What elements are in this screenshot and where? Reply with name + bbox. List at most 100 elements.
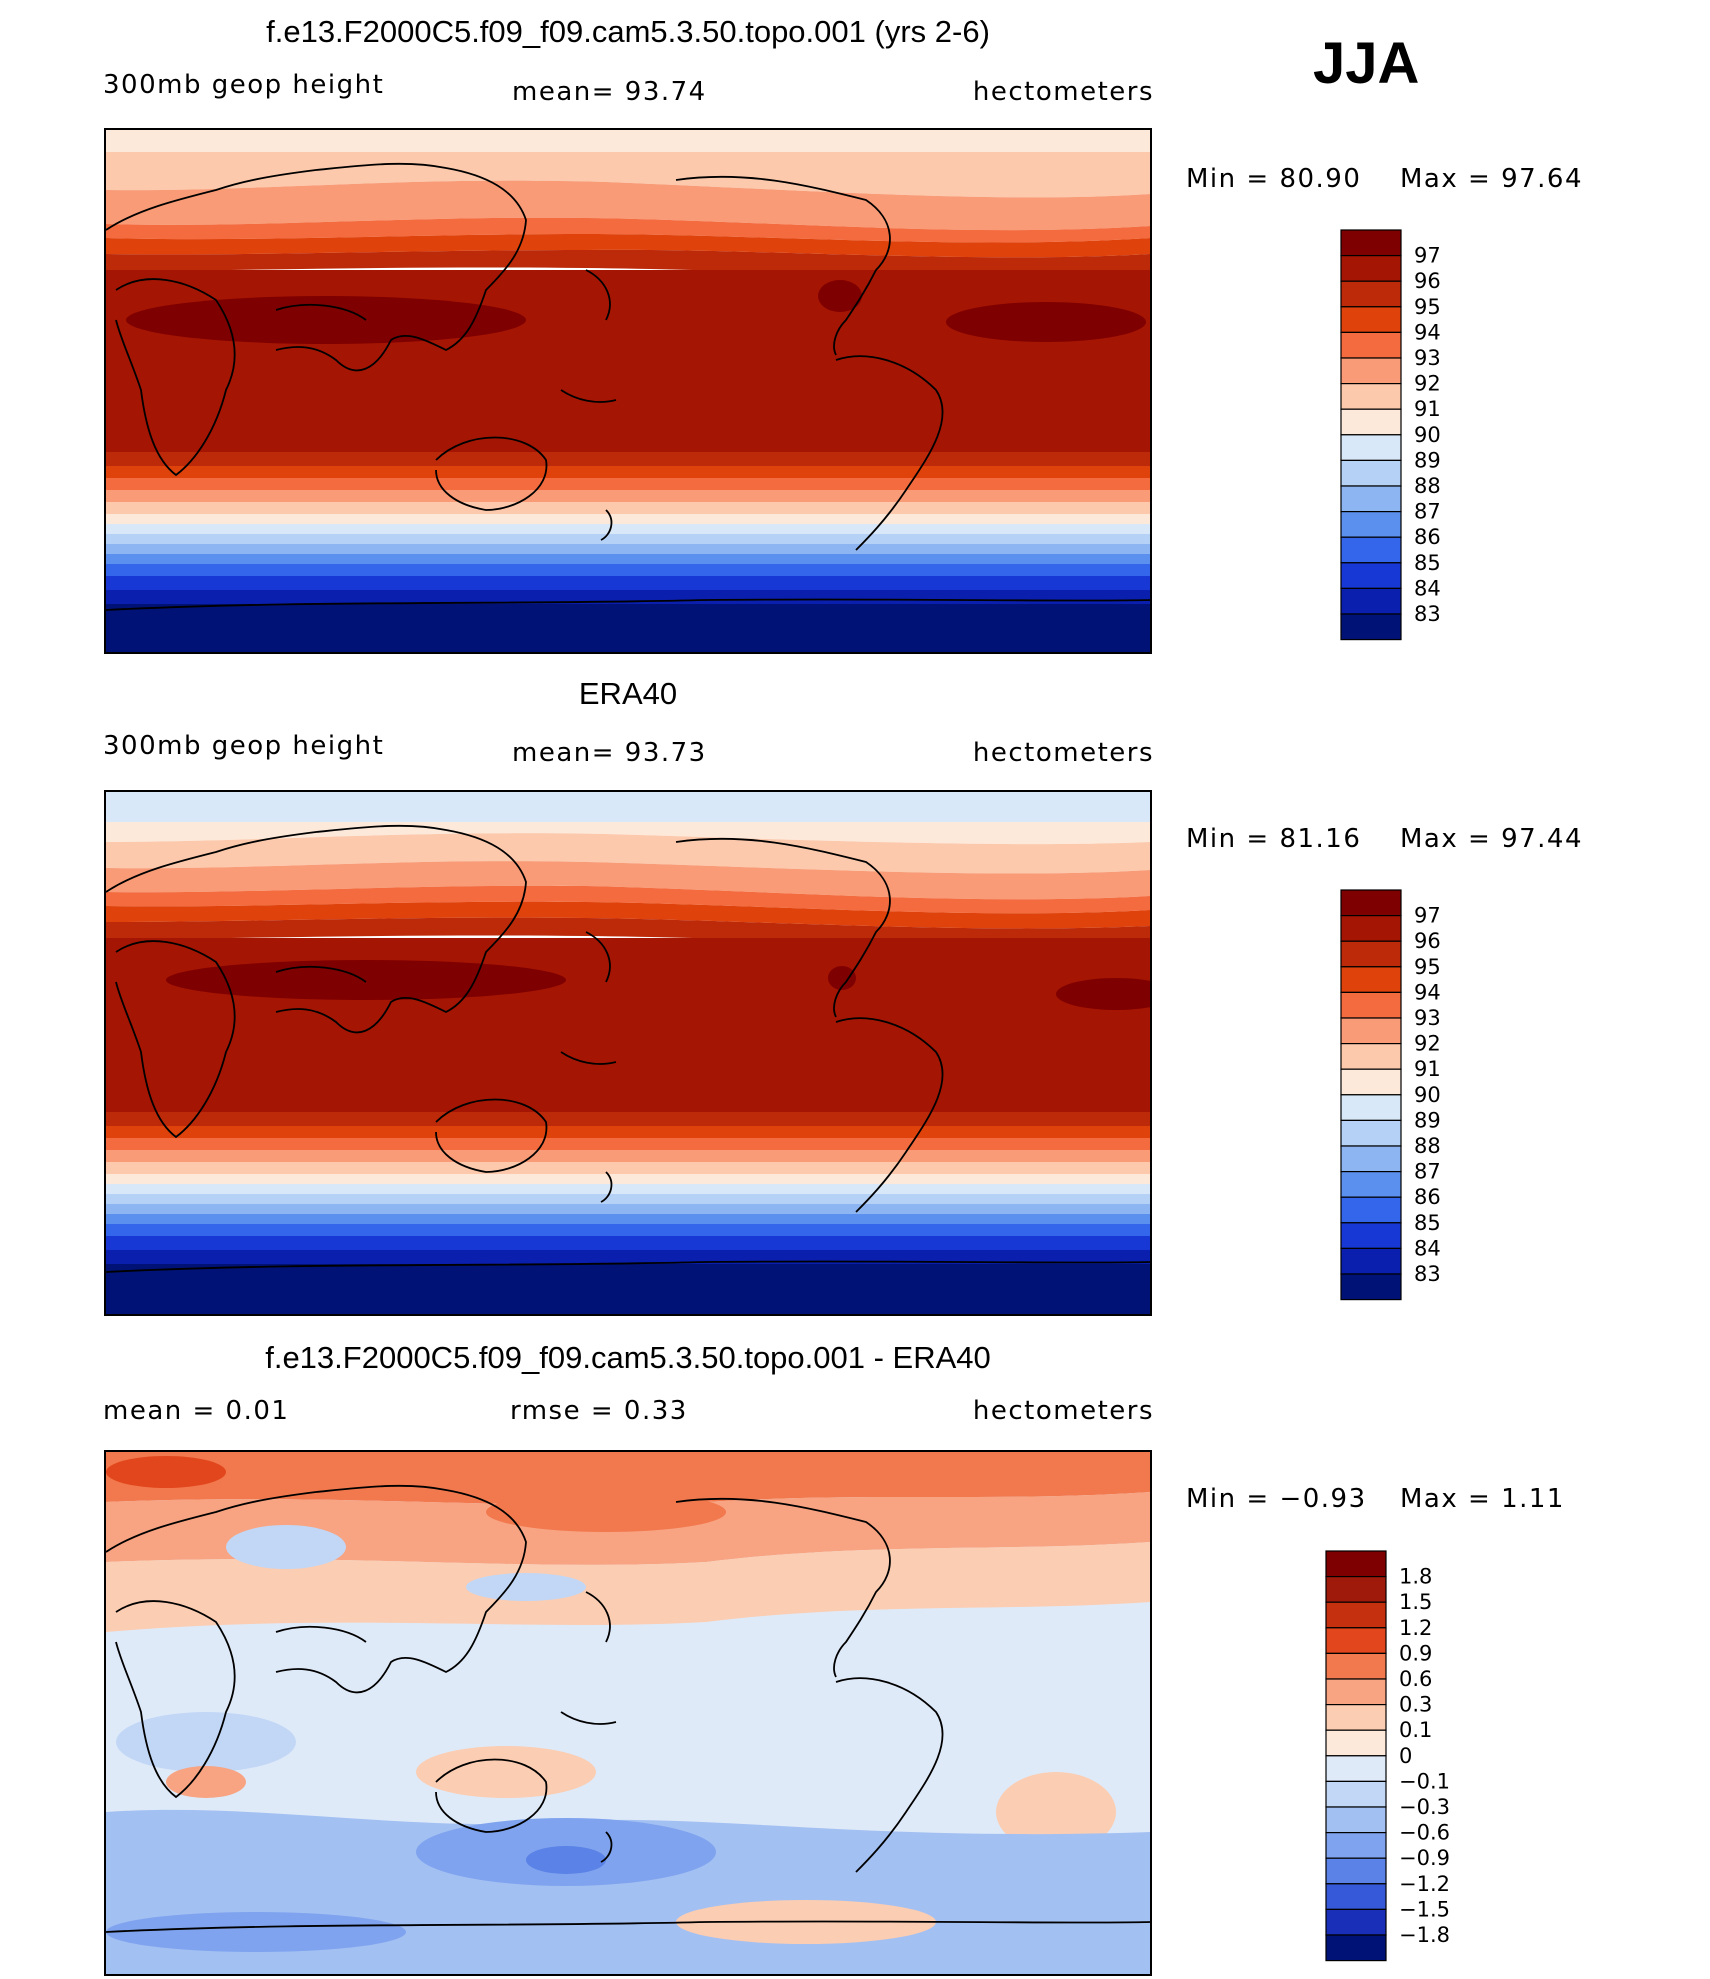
- colorbar-swatch: [1325, 1576, 1387, 1603]
- band-89: [106, 792, 1150, 822]
- colorbar-label: 93: [1414, 1006, 1441, 1030]
- colorbar-swatch: [1340, 1247, 1402, 1275]
- panel1-title: f.e13.F2000C5.f09_f09.cam5.3.50.topo.001…: [266, 14, 990, 49]
- band-97-atlantic: [946, 302, 1146, 342]
- colorbar-swatch: [1340, 408, 1402, 436]
- band-s93: [106, 478, 1150, 490]
- panel3-min-label: Min = −0.93: [1186, 1484, 1367, 1514]
- colorbar-label: 0.3: [1399, 1693, 1432, 1717]
- diff-arctic-max: [106, 1456, 226, 1488]
- colorbar-swatch: [1340, 229, 1402, 257]
- colorbar-swatch: [1325, 1678, 1387, 1706]
- band-s86: [106, 554, 1150, 564]
- colorbar-label: 84: [1414, 576, 1441, 600]
- band-s93: [106, 1138, 1150, 1150]
- band-s90: [106, 514, 1150, 524]
- colorbar-label: 93: [1414, 346, 1441, 370]
- band-s86: [106, 1214, 1150, 1224]
- band-95: [106, 249, 1150, 276]
- colorbar-label: −0.1: [1399, 1769, 1450, 1793]
- band-s87: [106, 544, 1150, 554]
- panel3-colorbar: 1.8 1.5 1.2 0.9 0.6 0.3 0.1 0 −0.1 −0.3 −0.6 −0.9 −1…: [1325, 1550, 1475, 1966]
- band-s87: [106, 1204, 1150, 1214]
- colorbar-label: 89: [1414, 448, 1441, 472]
- band-97-eurasia: [166, 960, 566, 1000]
- colorbar-label: 0.9: [1399, 1641, 1432, 1665]
- colorbar-swatch: [1340, 434, 1402, 462]
- panel3-mean-label: mean = 0.01: [103, 1396, 290, 1426]
- season-label: JJA: [1313, 31, 1420, 96]
- colorbar-label: 97: [1414, 244, 1441, 268]
- panel3-map-svg: [106, 1452, 1150, 1974]
- colorbar-label: 92: [1414, 1032, 1441, 1056]
- panel2-units-label: hectometers: [972, 738, 1154, 768]
- coastlines: [106, 162, 1150, 611]
- colorbar-swatch: [1325, 1550, 1387, 1578]
- colorbar-swatch: [1340, 485, 1402, 513]
- colorbar-label: 89: [1414, 1108, 1441, 1132]
- colorbar-swatch: [1340, 1068, 1402, 1096]
- colorbar-swatch: [1340, 889, 1402, 917]
- colorbar-swatch: [1340, 357, 1402, 385]
- panel1-mean-label: mean= 93.74: [512, 77, 707, 107]
- band-s84: [106, 1236, 1150, 1250]
- panel1-min-label: Min = 80.90: [1186, 164, 1362, 194]
- panel2-title: ERA40: [578, 676, 678, 711]
- colorbar-swatch: [1340, 940, 1402, 968]
- colorbar-label: 83: [1414, 1262, 1441, 1286]
- colorbar-swatch: [1340, 306, 1402, 334]
- colorbar-swatch: [1325, 1883, 1387, 1910]
- colorbar-label: 91: [1414, 397, 1441, 421]
- colorbar-label: 96: [1414, 269, 1441, 293]
- diff-asia-cool: [466, 1573, 586, 1601]
- colorbar-label: 84: [1414, 1236, 1441, 1260]
- band-s89: [106, 1184, 1150, 1194]
- colorbar-swatch: [1340, 613, 1402, 641]
- colorbar-swatch: [1340, 280, 1402, 308]
- colorbar-label: 85: [1414, 551, 1441, 575]
- colorbar-swatch: [1340, 1273, 1402, 1301]
- colorbar-label: −0.3: [1399, 1795, 1450, 1819]
- panel3-map: [104, 1450, 1152, 1976]
- panel3-units-label: hectometers: [972, 1396, 1154, 1426]
- colorbar-swatch: [1325, 1832, 1387, 1859]
- colorbar-swatch: [1340, 511, 1402, 538]
- colorbar-swatch: [1340, 1094, 1402, 1122]
- panel1-map-svg: [106, 130, 1150, 652]
- diff-satl-warm: [996, 1772, 1116, 1852]
- colorbar-label: −1.2: [1399, 1872, 1450, 1896]
- colorbar-swatch: [1340, 1196, 1402, 1224]
- colorbar-label: 85: [1414, 1211, 1441, 1235]
- colorbar-label: −0.6: [1399, 1821, 1450, 1845]
- band-s82: [106, 604, 1150, 652]
- colorbar-label: 0: [1399, 1744, 1412, 1768]
- colorbar-swatch: [1340, 1043, 1402, 1070]
- colorbar-label: 90: [1414, 423, 1441, 447]
- colorbar-swatch: [1340, 459, 1402, 487]
- colorbar-swatch: [1325, 1857, 1387, 1885]
- band-s95: [106, 1112, 1150, 1126]
- band-s91: [106, 1162, 1150, 1174]
- band-s92: [106, 1150, 1150, 1162]
- band-92: [106, 180, 1150, 231]
- band-s90: [106, 1174, 1150, 1184]
- band-s88: [106, 1194, 1150, 1204]
- band-s85: [106, 564, 1150, 576]
- colorbar-swatch: [1325, 1729, 1387, 1757]
- colorbar-swatch: [1325, 1755, 1387, 1783]
- colorbar-label: −0.9: [1399, 1846, 1450, 1870]
- panel1-variable-label: 300mb geop height: [103, 70, 385, 100]
- panel1-colorbar: 97 96 95 94 93 92 91 90 89 88 87 86 85 84 83: [1340, 229, 1460, 645]
- panel2-max-label: Max = 97.44: [1400, 824, 1583, 854]
- colorbar-swatch: [1340, 915, 1402, 942]
- colorbar-swatch: [1340, 383, 1402, 410]
- diff-north-warm: [106, 1452, 1150, 1505]
- colorbar-swatch: [1340, 562, 1402, 589]
- colorbar-label: 95: [1414, 955, 1441, 979]
- colorbar-label: 94: [1414, 320, 1441, 344]
- band-97-eurasia: [126, 296, 526, 344]
- colorbar-label: −1.5: [1399, 1897, 1450, 1921]
- panel3-colorbar-svg: 1.81.51.20.90.60.30.10−0.1−0.3−0.6−0.9−1…: [1325, 1550, 1450, 1962]
- colorbar-label: 0.6: [1399, 1667, 1432, 1691]
